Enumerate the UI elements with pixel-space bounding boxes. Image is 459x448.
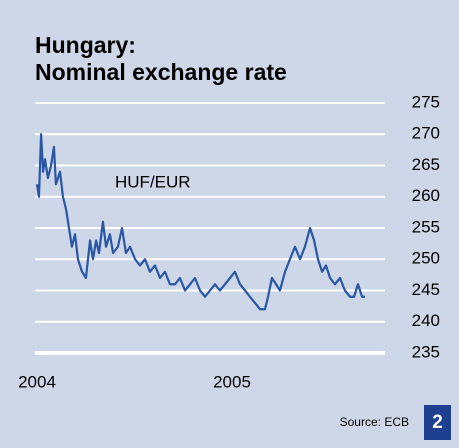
y-tick-label: 240 xyxy=(412,311,440,330)
page-badge xyxy=(424,405,451,440)
x-tick-label: 2004 xyxy=(18,372,56,391)
y-tick-label: 250 xyxy=(412,249,440,268)
y-tick-label: 255 xyxy=(412,217,440,236)
chart-title: Hungary: xyxy=(35,32,136,58)
series-annotation: HUF/EUR xyxy=(115,172,191,191)
y-tick-label: 265 xyxy=(412,155,440,174)
source-note: Source: ECB xyxy=(340,415,409,429)
page-number: 2 xyxy=(432,412,443,433)
chart-subtitle: Nominal exchange rate xyxy=(35,59,287,85)
y-tick-label: 260 xyxy=(412,186,440,205)
x-tick-label: 2005 xyxy=(213,372,251,391)
y-tick-label: 270 xyxy=(412,124,440,143)
series-line xyxy=(35,133,365,311)
y-tick-label: 235 xyxy=(412,342,440,361)
y-tick-label: 275 xyxy=(412,92,440,111)
y-tick-label: 245 xyxy=(412,280,440,299)
